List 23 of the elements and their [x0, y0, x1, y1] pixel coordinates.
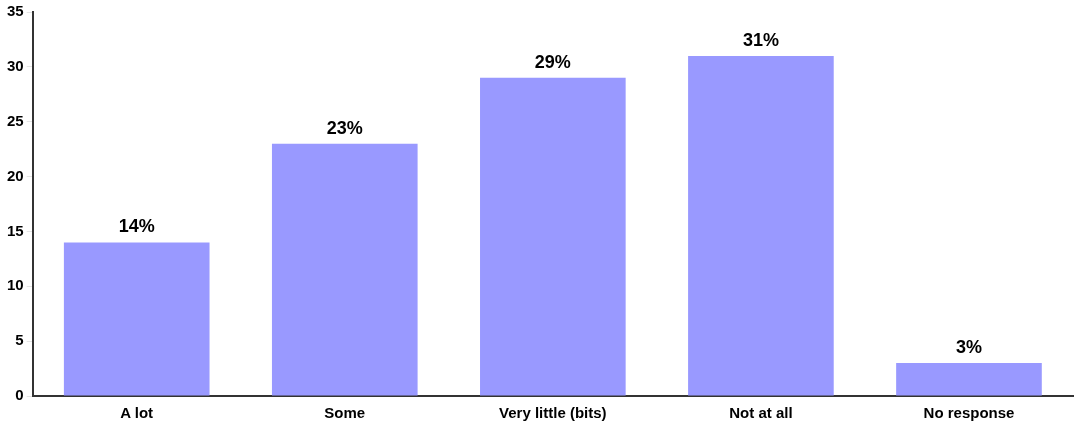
y-tick-label: 35 [7, 2, 24, 20]
y-tick-label: 10 [7, 276, 24, 294]
bar [688, 55, 834, 396]
data-label: 31% [742, 29, 779, 50]
bar [271, 143, 418, 396]
bar [896, 363, 1042, 396]
x-tick-label: No response [923, 404, 1015, 422]
data-label: 29% [534, 51, 571, 72]
y-tick-label: 30 [7, 57, 24, 74]
bar [480, 77, 626, 396]
x-tick-label: Not at all [729, 404, 793, 422]
data-label: 23% [326, 117, 363, 138]
y-tick-label: 15 [7, 221, 24, 239]
x-tick-label: Some [324, 404, 366, 422]
data-label: 3% [955, 337, 982, 358]
x-tick-label: A lot [120, 404, 154, 422]
bar [63, 242, 210, 396]
y-tick-label: 0 [15, 386, 24, 404]
y-tick-label: 25 [7, 111, 24, 129]
x-tick-label: Very little (bits) [499, 404, 607, 422]
y-tick-label: 5 [15, 331, 24, 349]
data-label: 14% [118, 216, 155, 237]
y-tick-label: 20 [7, 166, 24, 184]
